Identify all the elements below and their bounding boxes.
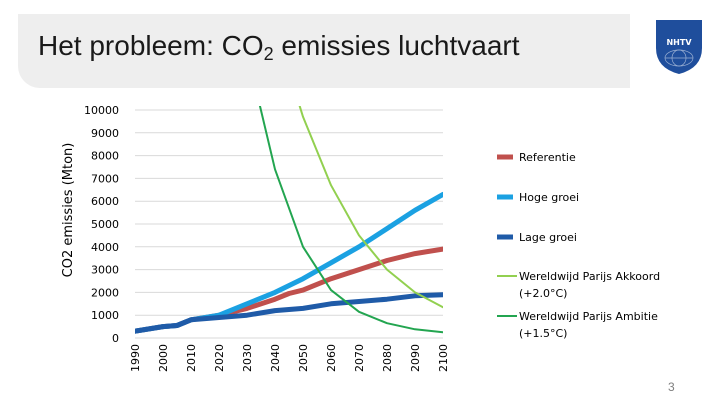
y-tick-label: 8000 [91,150,119,163]
title-band [18,14,630,88]
legend: Referentie Hoge groei Lage groei Wereldwijd… [497,151,660,340]
y-tick-label: 2000 [91,286,119,299]
page-title: Het probleem: CO2 emissies luchtvaart [38,30,520,65]
x-tick-label: 2100 [437,344,450,372]
series-line-akkoord [298,106,443,309]
page-number: 3 [668,380,675,394]
x-tick-label: 2030 [241,344,254,372]
series-line-lage_groei [135,292,443,334]
series-line-ambitie [258,106,443,334]
legend-label: Hoge groei [519,191,579,204]
x-tick-label: 2040 [269,344,282,372]
y-tick-label: 6000 [91,195,119,208]
legend-label: Referentie [519,151,576,164]
grid [135,109,443,339]
legend-label: Wereldwijd Parijs Akkoord [519,270,660,283]
logo-shield-icon [656,20,702,74]
nhtv-logo: NHTV [654,18,704,76]
y-tick-label: 0 [112,332,119,345]
y-tick-label: 5000 [91,218,119,231]
y-axis-labels: 1000090008000700060005000400030002000100… [84,104,119,345]
x-tick-label: 2090 [409,344,422,372]
x-tick-label: 2060 [325,344,338,372]
series-line-referentie [135,246,443,334]
legend-label-line2: (+1.5°C) [519,327,567,340]
title-part-end: emissies luchtvaart [273,30,520,61]
title-subscript: 2 [263,44,274,64]
legend-label: Lage groei [519,231,577,244]
y-tick-label: 1000 [91,309,119,322]
y-tick-label: 9000 [91,127,119,140]
x-tick-label: 2000 [157,344,170,372]
x-tick-label: 2080 [381,344,394,372]
y-tick-label: 7000 [91,172,119,185]
x-tick-label: 2050 [297,344,310,372]
legend-label-line2: (+2.0°C) [519,287,567,300]
y-axis-title: CO2 emissies (Mton) [61,143,76,278]
x-tick-label: 2010 [185,344,198,372]
y-tick-label: 4000 [91,241,119,254]
x-tick-label: 2070 [353,344,366,372]
y-tick-label: 10000 [84,104,119,117]
x-tick-label: 2020 [213,344,226,372]
x-axis-labels: 1990 2000 2010 2020 2030 2040 2050 2060 2070 2080… [129,344,450,372]
x-tick-label: 1990 [129,344,142,372]
logo-text: NHTV [666,38,692,47]
legend-label: Wereldwijd Parijs Ambitie [519,310,658,323]
series-lines [135,106,443,334]
y-tick-label: 3000 [91,264,119,277]
title-part: Het probleem: CO [38,30,264,61]
